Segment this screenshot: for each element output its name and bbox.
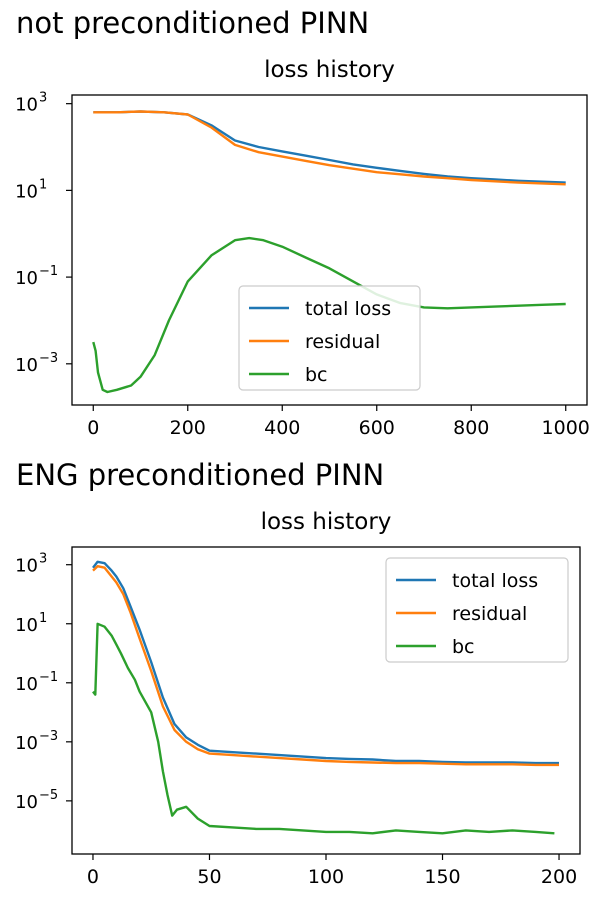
chart-title: loss history — [261, 509, 392, 535]
x-tick-label: 800 — [453, 417, 489, 439]
y-tick-exponent: 3 — [39, 552, 47, 567]
y-tick-exponent: −5 — [39, 788, 58, 803]
legend-label-total-loss: total loss — [452, 570, 538, 592]
legend-label-residual: residual — [452, 603, 527, 625]
x-tick-label: 600 — [359, 417, 395, 439]
series-line-bc — [92, 622, 555, 835]
series-line-residual — [93, 110, 566, 186]
y-tick-exponent: 1 — [39, 611, 47, 626]
y-tick-exponent: −1 — [39, 670, 58, 685]
legend: total loss residual bc — [238, 285, 421, 391]
y-tick-label: 10 — [15, 733, 38, 754]
y-tick-exponent: −1 — [39, 264, 58, 279]
x-tick-label: 1000 — [542, 417, 590, 439]
y-tick-label: 10 — [15, 355, 38, 376]
figure-1-heading: not preconditioned PINN — [16, 6, 370, 40]
series-line-bc — [92, 236, 566, 394]
series-line-total-loss — [93, 110, 566, 184]
y-tick-exponent: 3 — [39, 91, 47, 106]
series-line-residual — [92, 564, 559, 767]
y-tick-label: 10 — [15, 556, 38, 577]
x-tick-label: 200 — [541, 866, 577, 888]
series-line-total-loss — [92, 560, 559, 765]
figure-2-heading: ENG preconditioned PINN — [16, 458, 385, 492]
y-tick-exponent: 1 — [39, 177, 47, 192]
x-tick-label: 200 — [170, 417, 206, 439]
legend-box — [238, 285, 421, 391]
y-tick-exponent: −3 — [39, 729, 58, 744]
legend-label-bc: bc — [305, 364, 328, 386]
x-tick-label: 0 — [87, 866, 99, 888]
y-tick-label: 10 — [15, 674, 38, 695]
y-tick-label: 10 — [15, 95, 38, 116]
legend-label-bc: bc — [452, 636, 475, 658]
legend-box — [385, 557, 569, 663]
y-tick-label: 10 — [15, 615, 38, 636]
y-tick-exponent: −3 — [39, 351, 58, 366]
y-tick-label: 10 — [15, 181, 38, 202]
legend-label-residual: residual — [305, 331, 380, 353]
x-tick-label: 50 — [197, 866, 221, 888]
legend-label-total-loss: total loss — [305, 298, 391, 320]
y-tick-label: 10 — [15, 792, 38, 813]
y-tick-label: 10 — [15, 268, 38, 289]
x-tick-label: 400 — [264, 417, 300, 439]
chart-title: loss history — [264, 57, 395, 83]
x-tick-label: 0 — [87, 417, 99, 439]
x-tick-label: 100 — [308, 866, 344, 888]
legend: total loss residual bc — [385, 557, 569, 663]
x-tick-label: 150 — [424, 866, 460, 888]
plot-frame — [71, 94, 588, 406]
